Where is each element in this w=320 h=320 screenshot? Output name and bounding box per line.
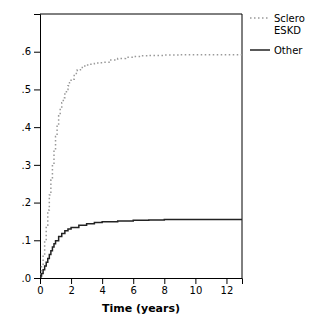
legend-label: Other xyxy=(274,45,303,56)
x-tick: 12 xyxy=(221,278,234,296)
y-tick-label: .2 xyxy=(21,197,31,208)
x-tick-mark xyxy=(226,278,227,284)
x-tick: 2 xyxy=(68,278,74,296)
x-tick: 8 xyxy=(162,278,168,296)
frame xyxy=(242,14,243,278)
x-tick: 0 xyxy=(37,278,43,296)
x-tick: 10 xyxy=(190,278,203,296)
y-tick: .0 xyxy=(21,273,40,284)
x-tick: 6 xyxy=(131,278,137,296)
y-tick-mark xyxy=(34,203,40,204)
x-tick-label: 2 xyxy=(68,285,74,296)
y-tick-label: .5 xyxy=(21,84,31,95)
y-tick: .2 xyxy=(21,197,40,208)
x-tick-label: 4 xyxy=(99,285,105,296)
x-tick-mark xyxy=(195,278,196,284)
y-tick-label: .4 xyxy=(21,122,31,133)
x-tick-label: 6 xyxy=(131,285,137,296)
legend-label-line: Sclero xyxy=(274,13,305,24)
y-tick: .1 xyxy=(21,235,40,246)
y-tick-mark xyxy=(34,240,40,241)
chart: 0 2 4 6 8 10 12 .0 .1 .2 .3 .4 .5 .6 Time (years) Scler… xyxy=(0,0,320,320)
x-tick-label: 12 xyxy=(221,285,234,296)
legend-swatch xyxy=(250,17,270,19)
x-tick-mark xyxy=(164,278,165,284)
legend-item: ScleroESKD xyxy=(250,13,305,36)
legend-swatch xyxy=(250,49,270,51)
x-tick-mark xyxy=(102,278,103,284)
x-axis-title: Time (years) xyxy=(102,302,180,315)
y-tick: .6 xyxy=(21,46,40,57)
legend-item: Other xyxy=(250,45,303,56)
y-tick-label: .3 xyxy=(21,160,31,171)
legend-label: ScleroESKD xyxy=(274,13,305,36)
y-tick-mark xyxy=(34,89,40,90)
y-tick: .3 xyxy=(21,160,40,171)
plot: 0 2 4 6 8 10 12 .0 .1 .2 .3 .4 .5 .6 xyxy=(21,14,242,296)
y-tick-mark xyxy=(34,52,40,53)
legend: ScleroESKD Other xyxy=(250,13,305,56)
x-axis: 0 2 4 6 8 10 12 xyxy=(37,278,242,296)
legend-label-line: Other xyxy=(274,45,303,56)
y-tick-mark xyxy=(34,127,40,128)
series-line xyxy=(40,55,242,278)
x-tick-label: 10 xyxy=(190,285,203,296)
chart-container: 0 2 4 6 8 10 12 .0 .1 .2 .3 .4 .5 .6 Time (years) Scler… xyxy=(0,0,320,320)
y-tick: .5 xyxy=(21,84,40,95)
x-tick-label: 8 xyxy=(162,285,168,296)
x-tick-mark xyxy=(71,278,72,284)
series-line xyxy=(40,220,242,278)
y-tick-mark xyxy=(34,165,40,166)
frame xyxy=(40,14,242,15)
x-tick-mark xyxy=(133,278,134,284)
y-axis-line xyxy=(34,15,41,279)
y-axis: .0 .1 .2 .3 .4 .5 .6 xyxy=(21,15,40,284)
y-tick-label: .0 xyxy=(21,273,31,284)
x-tick: 4 xyxy=(99,278,105,296)
y-tick-label: .6 xyxy=(21,46,31,57)
x-tick-label: 0 xyxy=(37,285,43,296)
y-tick: .4 xyxy=(21,122,40,133)
y-tick-mark xyxy=(34,278,40,279)
x-axis-line xyxy=(41,279,243,285)
legend-label-line: ESKD xyxy=(274,25,301,36)
marks xyxy=(40,55,242,278)
y-tick-label: .1 xyxy=(21,235,31,246)
